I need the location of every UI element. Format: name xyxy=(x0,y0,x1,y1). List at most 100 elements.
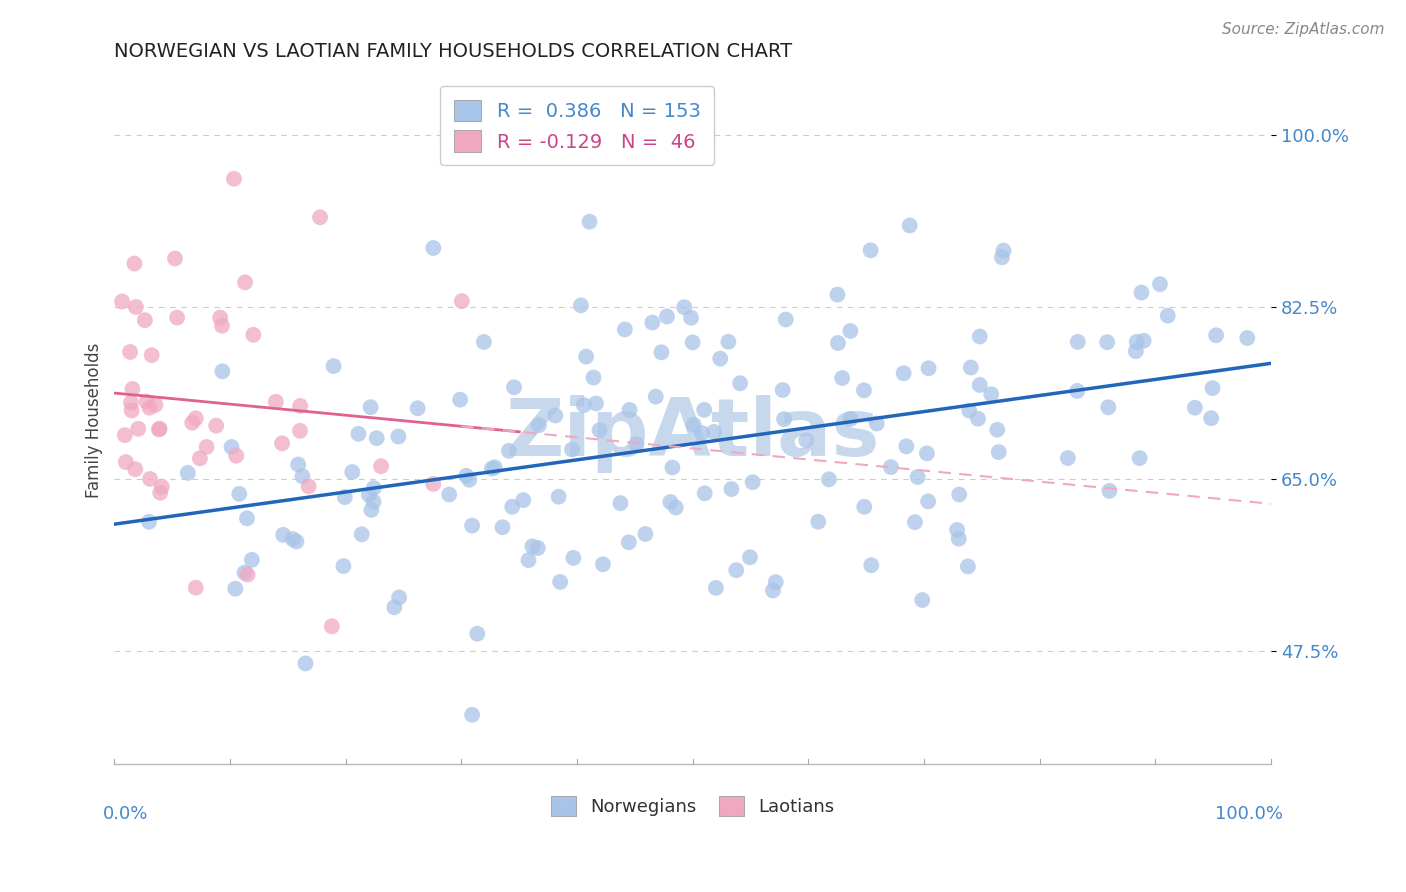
Point xyxy=(839,412,862,426)
Point xyxy=(690,426,713,441)
Point xyxy=(682,417,704,432)
Point xyxy=(1066,384,1088,398)
Point xyxy=(880,460,903,475)
Point xyxy=(120,345,142,359)
Point xyxy=(588,423,610,437)
Point xyxy=(211,318,233,333)
Point xyxy=(960,360,983,375)
Point xyxy=(741,475,763,490)
Point xyxy=(363,481,385,495)
Point xyxy=(544,409,567,423)
Point xyxy=(287,458,309,472)
Text: NORWEGIAN VS LAOTIAN FAMILY HOUSEHOLDS CORRELATION CHART: NORWEGIAN VS LAOTIAN FAMILY HOUSEHOLDS C… xyxy=(114,42,793,61)
Point xyxy=(1184,401,1206,415)
Text: 100.0%: 100.0% xyxy=(1215,805,1282,823)
Point xyxy=(728,376,751,391)
Point xyxy=(298,479,321,493)
Point xyxy=(665,500,688,515)
Point xyxy=(907,470,929,484)
Point xyxy=(271,528,294,542)
Point xyxy=(281,532,304,546)
Text: ZipAtlas: ZipAtlas xyxy=(506,395,880,473)
Point xyxy=(271,436,294,450)
Point xyxy=(866,417,889,431)
Point xyxy=(679,310,702,325)
Point xyxy=(585,396,607,410)
Point xyxy=(703,425,725,439)
Point xyxy=(773,412,796,426)
Point xyxy=(350,527,373,541)
Point xyxy=(592,558,614,572)
Point xyxy=(138,401,160,415)
Point xyxy=(342,465,364,479)
Point xyxy=(382,600,405,615)
Point xyxy=(195,440,218,454)
Point xyxy=(422,476,444,491)
Point xyxy=(704,581,727,595)
Point xyxy=(422,241,444,255)
Point xyxy=(720,482,742,496)
Point xyxy=(673,300,696,314)
Point xyxy=(898,219,921,233)
Point xyxy=(484,460,506,475)
Point xyxy=(911,593,934,607)
Point xyxy=(1095,335,1118,350)
Point xyxy=(491,520,513,534)
Point xyxy=(827,336,849,351)
Point xyxy=(1125,344,1147,359)
Point xyxy=(917,494,939,508)
Point xyxy=(827,287,849,301)
Point xyxy=(224,582,246,596)
Point xyxy=(775,312,797,326)
Point xyxy=(139,472,162,486)
Point xyxy=(561,442,583,457)
Point xyxy=(141,348,163,362)
Point xyxy=(166,310,188,325)
Point xyxy=(575,350,598,364)
Point xyxy=(209,310,232,325)
Point xyxy=(458,473,481,487)
Point xyxy=(321,619,343,633)
Point xyxy=(233,276,256,290)
Point xyxy=(363,495,385,509)
Point xyxy=(512,493,534,508)
Point xyxy=(121,382,143,396)
Point xyxy=(682,335,704,350)
Point xyxy=(967,411,990,425)
Point xyxy=(347,426,370,441)
Point xyxy=(609,496,631,510)
Point xyxy=(333,490,356,504)
Point xyxy=(991,250,1014,264)
Point xyxy=(1056,450,1078,465)
Point xyxy=(121,403,143,417)
Point xyxy=(149,422,172,436)
Point xyxy=(1098,483,1121,498)
Point xyxy=(794,434,817,448)
Point xyxy=(578,215,600,229)
Point xyxy=(969,329,991,343)
Point xyxy=(498,443,520,458)
Point xyxy=(1129,451,1152,466)
Point xyxy=(288,399,311,413)
Point xyxy=(1199,411,1222,425)
Point xyxy=(285,534,308,549)
Point xyxy=(717,334,740,349)
Point xyxy=(893,366,915,380)
Point xyxy=(211,364,233,378)
Point xyxy=(1097,401,1119,415)
Point xyxy=(661,460,683,475)
Point xyxy=(522,540,544,554)
Point xyxy=(439,487,461,501)
Point xyxy=(725,563,748,577)
Point xyxy=(650,345,672,359)
Point xyxy=(188,451,211,466)
Point xyxy=(915,446,938,460)
Point xyxy=(242,327,264,342)
Point xyxy=(181,416,204,430)
Point xyxy=(501,500,523,514)
Point xyxy=(859,244,882,258)
Point xyxy=(904,515,927,529)
Point xyxy=(240,553,263,567)
Point xyxy=(456,468,478,483)
Point xyxy=(1157,309,1180,323)
